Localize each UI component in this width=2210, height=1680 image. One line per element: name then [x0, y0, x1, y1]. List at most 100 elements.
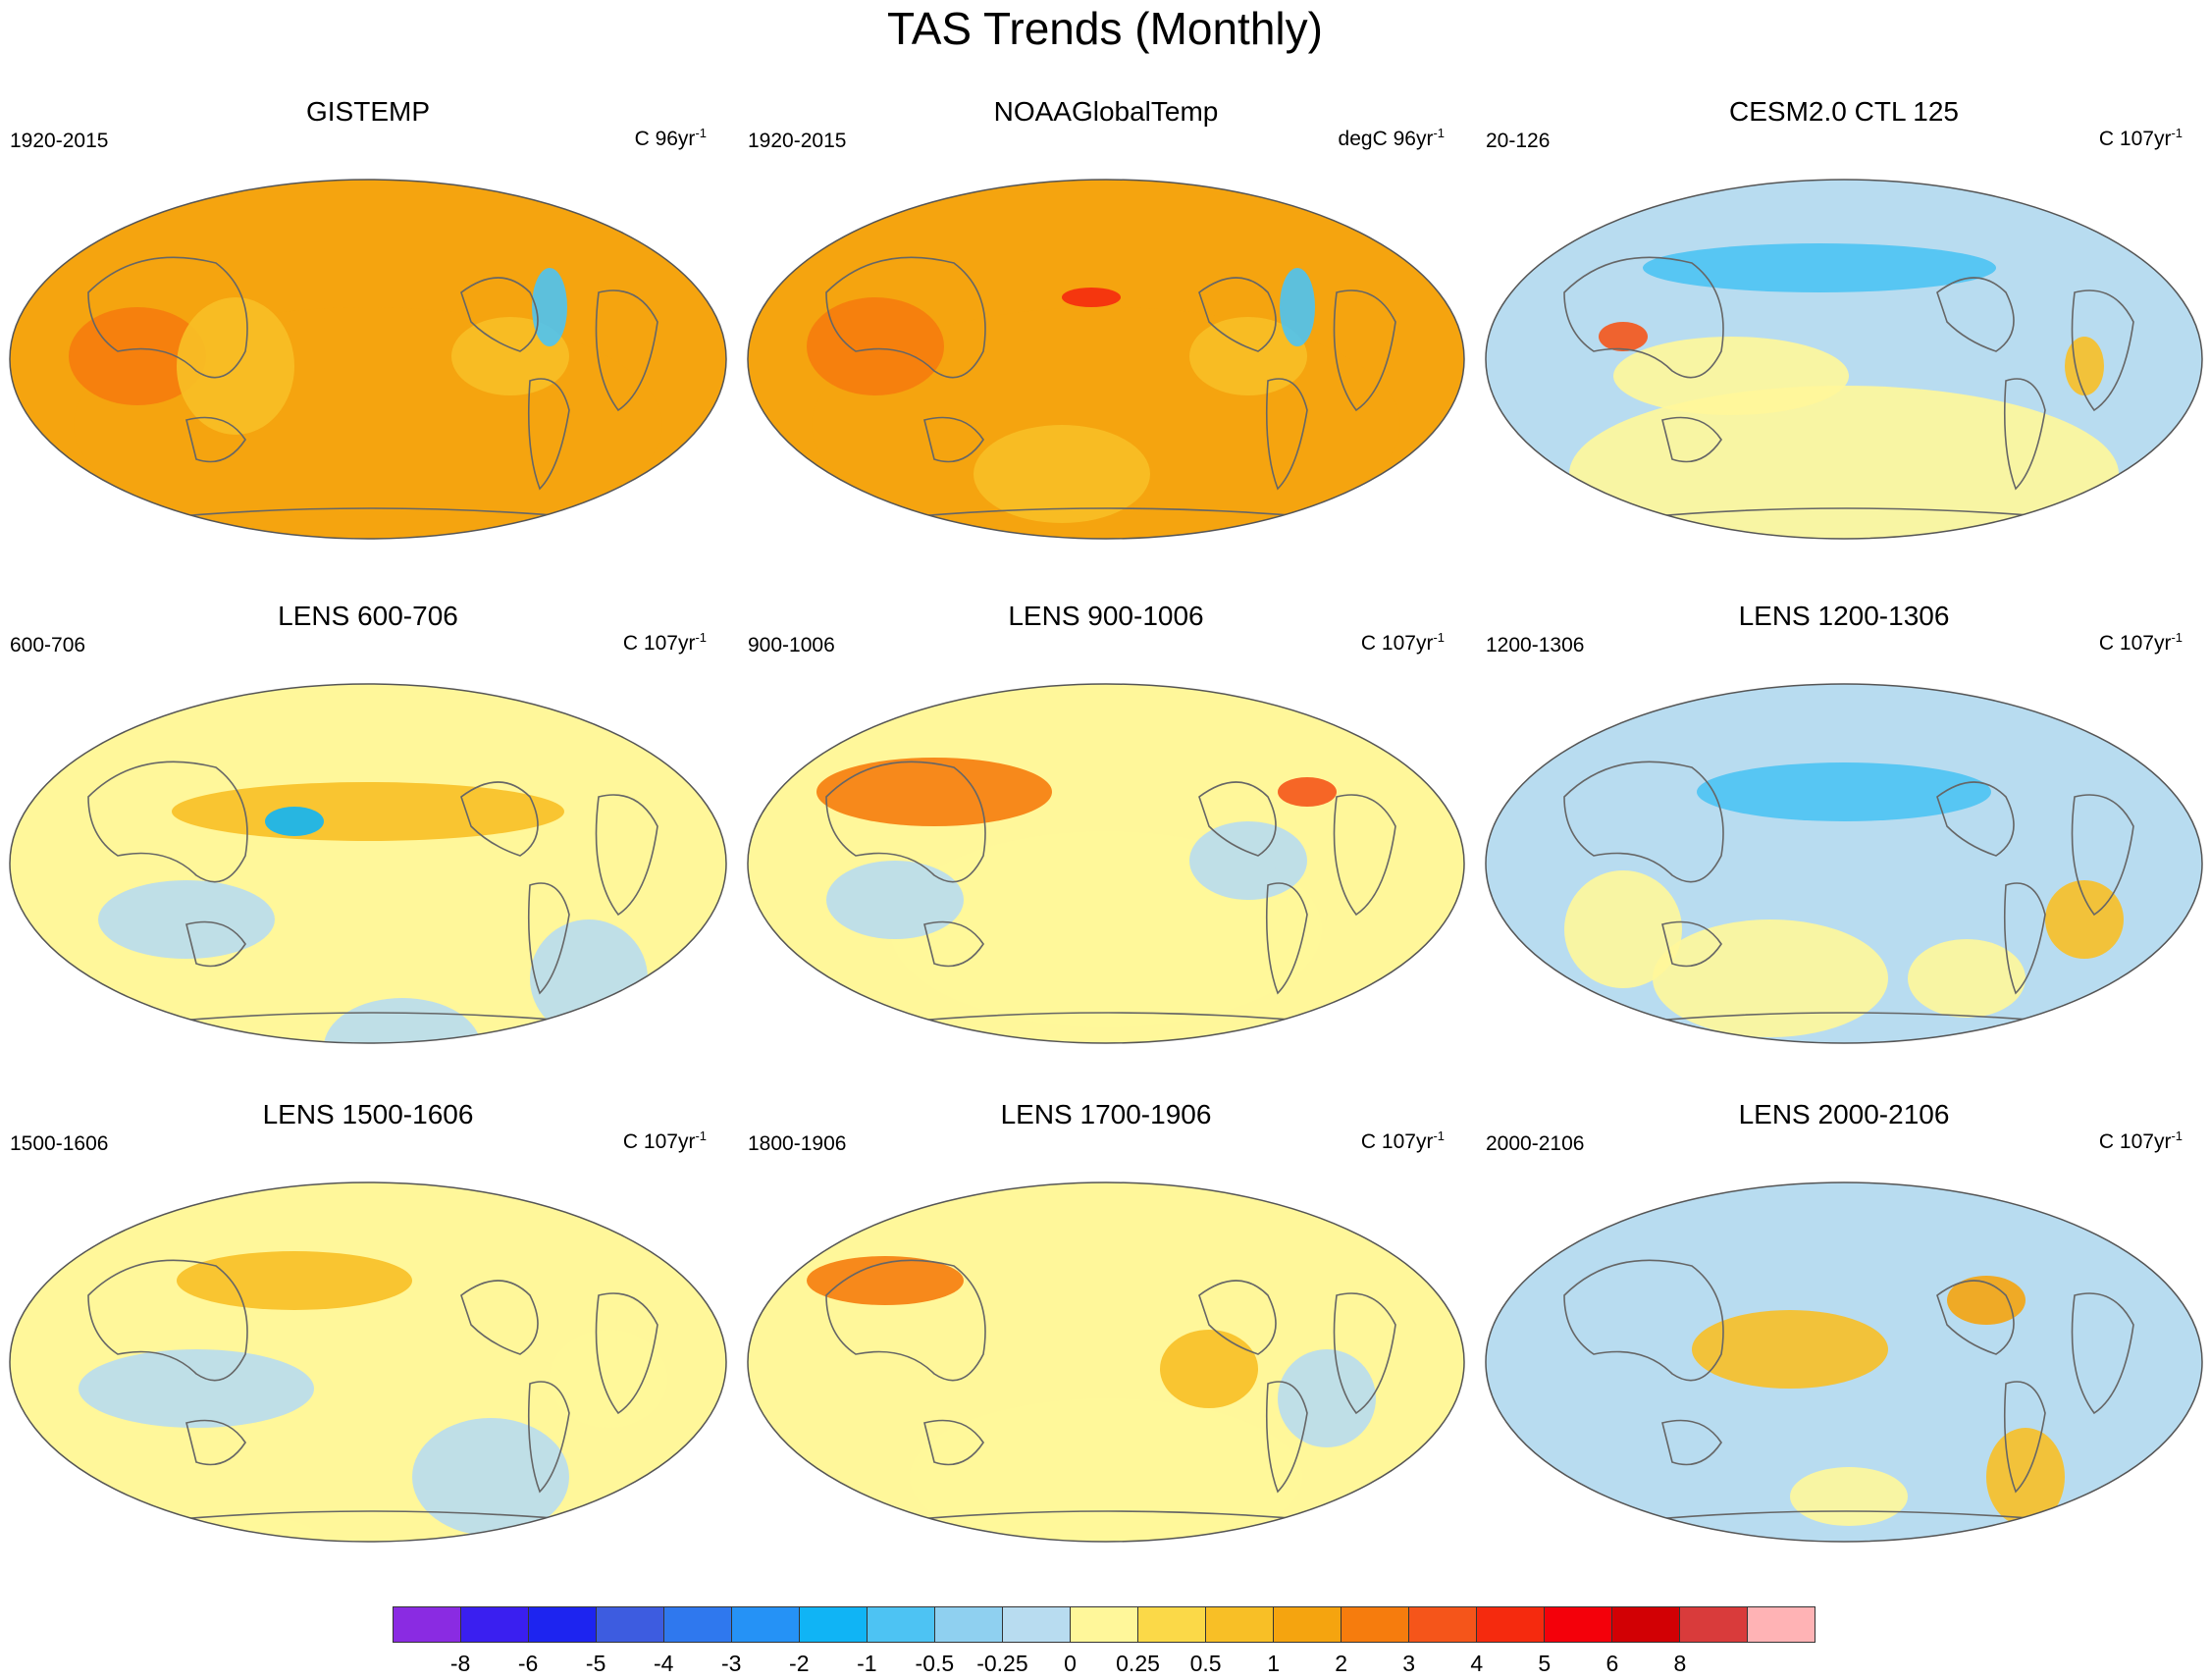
trend-region: [1278, 777, 1337, 807]
map-panel: CESM2.0 CTL 125 20-126 C 107yr-1: [1476, 96, 2210, 557]
map-border: [9, 683, 727, 1044]
units-exponent: -1: [695, 1129, 707, 1143]
units-exponent: -1: [2171, 1129, 2183, 1143]
units-exponent: -1: [695, 126, 707, 140]
colorbar-tick-label: 8: [1673, 1651, 1687, 1676]
trend-region: [1594, 1369, 1711, 1447]
coastline: [87, 256, 658, 519]
coastline: [825, 1259, 1396, 1522]
trend-region: [1613, 337, 1849, 415]
coastline: [1563, 761, 2134, 1024]
map-border: [747, 683, 1465, 1044]
panel-period: 900-1006: [748, 634, 835, 656]
coastline: [825, 761, 1396, 1024]
world-map-robinson: [1485, 179, 2203, 540]
map-panel: LENS 900-1006 900-1006 C 107yr-1: [738, 601, 1474, 1062]
map-border: [747, 179, 1465, 540]
colorbar-tick-label: 5: [1538, 1651, 1552, 1676]
colorbar-tick-label: -5: [585, 1651, 606, 1676]
units-text: degC 96yr: [1338, 128, 1434, 150]
units-text: C 107yr: [1360, 1130, 1434, 1153]
world-map-robinson: [747, 683, 1465, 1044]
trend-region: [532, 268, 567, 346]
trend-region: [1908, 939, 2026, 1018]
map-panel: LENS 1700-1906 1800-1906 C 107yr-1: [738, 1099, 1474, 1560]
panel-title: LENS 900-1006: [1008, 601, 1204, 631]
units-text: C 96yr: [634, 128, 696, 150]
trend-region: [1947, 1276, 2026, 1325]
units-text: C 107yr: [2098, 128, 2172, 150]
trend-region: [550, 1330, 667, 1428]
panel-period: 20-126: [1486, 130, 1551, 152]
trend-region: [1653, 919, 1888, 1037]
panel-title: LENS 2000-2106: [1738, 1099, 1950, 1129]
trend-region: [816, 758, 1052, 826]
panel-title: LENS 1700-1906: [1000, 1099, 1212, 1129]
panel-title: CESM2.0 CTL 125: [1729, 96, 1959, 127]
trend-region: [265, 807, 324, 836]
trend-region: [2065, 337, 2104, 395]
panel-period: 1200-1306: [1486, 634, 1585, 656]
colorbar-tick-label: -2: [789, 1651, 810, 1676]
world-map-robinson: [9, 179, 727, 540]
colorbar-swatch: [1612, 1607, 1680, 1642]
colorbar-tick-label: -1: [857, 1651, 877, 1676]
colorbar-swatch: [394, 1607, 461, 1642]
trend-region: [1278, 1349, 1376, 1447]
colorbar-tick-label: 0: [1064, 1651, 1077, 1676]
colorbar-tick-label: -0.5: [915, 1651, 955, 1676]
colorbar-tick-label: -0.25: [976, 1651, 1028, 1676]
colorbar-tick-label: -4: [653, 1651, 674, 1676]
trend-region: [826, 861, 964, 939]
colorbar-tick-label: 4: [1470, 1651, 1484, 1676]
map-border: [747, 1181, 1465, 1543]
panel-units: C 107yr-1: [623, 1129, 707, 1154]
units-exponent: -1: [2171, 126, 2183, 140]
trend-region: [1062, 288, 1121, 307]
units-exponent: -1: [1433, 630, 1445, 645]
colorbar: [393, 1606, 1815, 1643]
coastline: [87, 1259, 658, 1522]
colorbar-tick-label: -3: [721, 1651, 742, 1676]
colorbar-swatch: [1680, 1607, 1748, 1642]
world-map-robinson: [9, 1181, 727, 1543]
colorbar-swatch: [1545, 1607, 1612, 1642]
panel-period: 2000-2106: [1486, 1132, 1585, 1155]
units-text: C 107yr: [2098, 632, 2172, 655]
colorbar-swatch: [1477, 1607, 1545, 1642]
panel-title: LENS 1200-1306: [1738, 601, 1950, 631]
trend-region: [1599, 322, 1648, 351]
colorbar-swatch: [664, 1607, 732, 1642]
colorbar-swatch: [1003, 1607, 1071, 1642]
coastline: [1563, 1259, 2134, 1522]
colorbar-tick-label: 3: [1402, 1651, 1416, 1676]
panel-units: C 107yr-1: [623, 630, 707, 656]
world-map-robinson: [9, 683, 727, 1044]
colorbar-tick-label: 0.5: [1189, 1651, 1222, 1676]
panel-title: NOAAGlobalTemp: [993, 96, 1219, 127]
panel-period: 600-706: [10, 634, 86, 656]
units-exponent: -1: [2171, 630, 2183, 645]
trend-region: [1643, 243, 1996, 292]
colorbar-swatch: [1274, 1607, 1342, 1642]
trend-region: [79, 1349, 314, 1428]
colorbar-swatch: [868, 1607, 935, 1642]
trend-region: [172, 782, 564, 841]
panel-title: LENS 600-706: [278, 601, 458, 631]
world-map-robinson: [747, 1181, 1465, 1543]
trend-region: [910, 1398, 1302, 1542]
panel-title: GISTEMP: [305, 96, 430, 127]
colorbar-tick-label: 0.25: [1116, 1651, 1160, 1676]
colorbar-tick-label: -8: [449, 1651, 471, 1676]
colorbar-tick-label: 6: [1605, 1651, 1619, 1676]
panel-period: 1800-1906: [748, 1132, 847, 1155]
units-text: C 107yr: [622, 632, 696, 655]
panel-units: C 96yr-1: [635, 126, 707, 151]
trend-region: [1189, 317, 1307, 395]
map-border: [1485, 179, 2203, 540]
colorbar-swatch: [1342, 1607, 1409, 1642]
colorbar-labels: -8 -6 -5 -4 -3 -2 -1 -0.5 -0.25 0 0.25 0.5 1 2 3 4 5 6 8: [393, 1651, 1815, 1680]
world-map-robinson: [747, 179, 1465, 540]
panel-units: C 107yr-1: [2099, 630, 2183, 656]
map-panel: LENS 600-706 600-706 C 107yr-1: [0, 601, 736, 1062]
